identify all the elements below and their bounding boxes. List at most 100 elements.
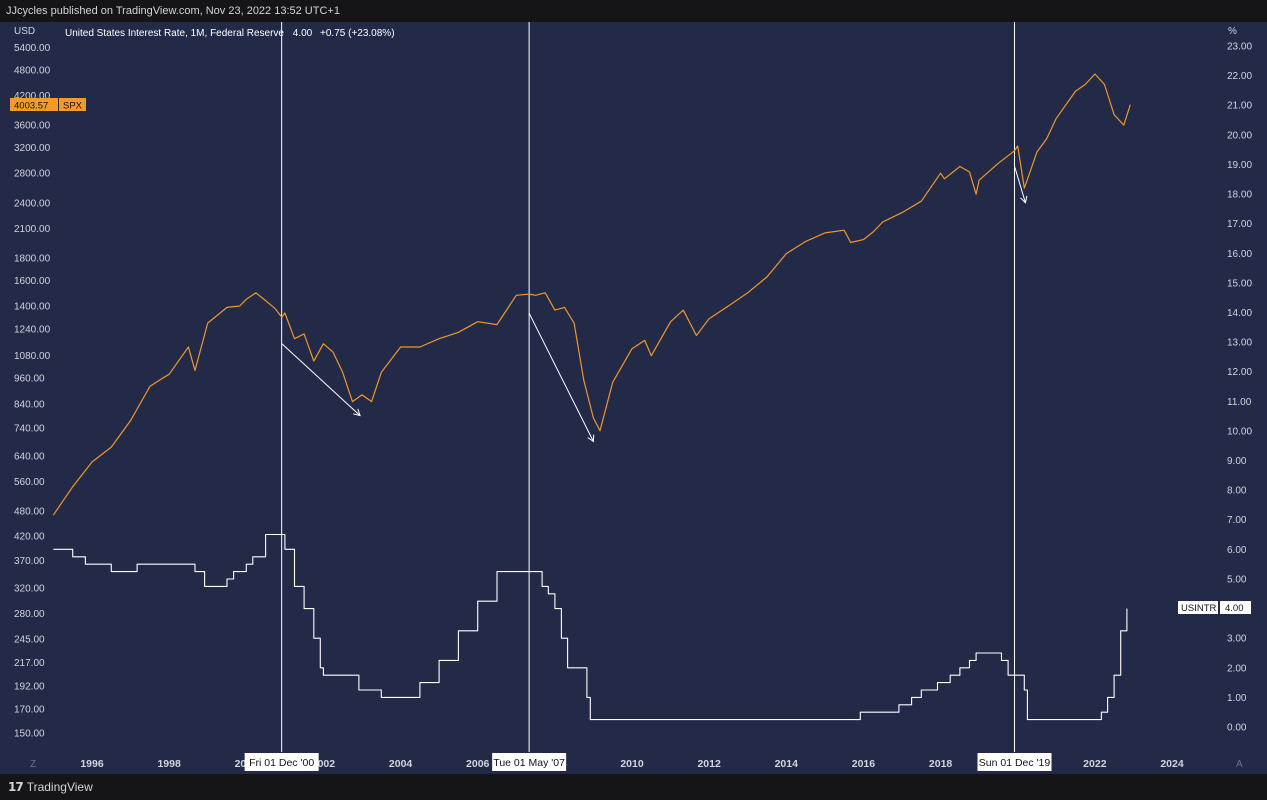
marker-lines — [281, 22, 1016, 752]
left-tick-label: 1240.00 — [14, 325, 51, 336]
corner-left-label[interactable]: Z — [30, 759, 36, 770]
left-tick-label: 245.00 — [14, 635, 45, 646]
right-tick-label: 8.00 — [1227, 486, 1247, 497]
left-tick-label: 2100.00 — [14, 224, 51, 235]
legend-symbol-text: United States Interest Rate, 1M, Federal… — [65, 28, 284, 39]
marker-date-label: Sun 01 Dec '19 — [979, 757, 1051, 769]
left-tick-label: 960.00 — [14, 374, 45, 385]
x-tick-label: 2024 — [1160, 758, 1184, 770]
corner-right-label[interactable]: A — [1236, 759, 1243, 770]
left-tick-label: 370.00 — [14, 556, 45, 567]
right-tick-label: 21.00 — [1227, 101, 1252, 112]
x-tick-label: 2018 — [929, 758, 953, 770]
right-tick-label: 17.00 — [1227, 219, 1252, 230]
left-tick-label: 1600.00 — [14, 276, 51, 287]
left-tick-label: 3600.00 — [14, 121, 51, 132]
footer: 𝟭𝟳 TradingView — [0, 774, 1267, 800]
left-tick-label: 420.00 — [14, 532, 45, 543]
right-tick-label: 16.00 — [1227, 249, 1252, 260]
left-tick-label: 2800.00 — [14, 169, 51, 180]
right-tick-label: 3.00 — [1227, 634, 1247, 645]
right-tick-label: 13.00 — [1227, 338, 1252, 349]
x-tick-label: 1998 — [157, 758, 181, 770]
series-line-spx — [52, 73, 1131, 516]
usintr-label-text: USINTR — [1181, 603, 1217, 614]
left-tick-label: 4200.00 — [14, 91, 51, 102]
right-tick-label: 2.00 — [1227, 663, 1247, 674]
spx-price-badge-bg — [10, 98, 58, 111]
annotation-arrow-head — [353, 408, 361, 417]
right-tick-label: 18.00 — [1227, 190, 1252, 201]
right-tick-label: 11.00 — [1227, 397, 1252, 408]
x-tick-label: 2016 — [852, 758, 876, 770]
x-tick-label: 2010 — [620, 758, 644, 770]
tradingview-logo[interactable]: 𝟭𝟳 TradingView — [8, 774, 93, 800]
series-line-usintr — [53, 533, 1128, 721]
usintr-value-text: 4.00 — [1225, 603, 1244, 614]
usintr-badge: USINTR 4.00 — [1178, 601, 1251, 614]
spx-label-badge-bg — [59, 98, 86, 111]
right-tick-label: 6.00 — [1227, 545, 1247, 556]
right-tick-label: 15.00 — [1227, 278, 1252, 289]
annotation-arrow-line[interactable] — [281, 343, 361, 416]
x-tick-label: 2006 — [466, 758, 490, 770]
chart-area[interactable]: USD % United States Interest Rate, 1M, F… — [0, 22, 1267, 774]
left-tick-label: 1400.00 — [14, 301, 51, 312]
left-tick-label: 3200.00 — [14, 143, 51, 154]
marker-label-bg — [492, 753, 567, 771]
right-tick-label: 1.00 — [1227, 693, 1247, 704]
right-tick-label: 10.00 — [1227, 426, 1252, 437]
legend-change: +0.75 (+23.08%) — [320, 28, 395, 39]
left-axis-unit: USD — [14, 26, 35, 37]
left-tick-label: 560.00 — [14, 477, 45, 488]
x-tick-label: 2014 — [775, 758, 799, 770]
left-tick-label: 217.00 — [14, 658, 45, 669]
marker-date-label: Tue 01 May '07 — [493, 757, 565, 769]
left-tick-label: 192.00 — [14, 681, 45, 692]
annotation-arrow-line[interactable] — [528, 312, 594, 442]
legend-symbol: United States Interest Rate, 1M, Federal… — [65, 28, 395, 39]
right-tick-label: 14.00 — [1227, 308, 1252, 319]
left-tick-label: 1080.00 — [14, 351, 51, 362]
tradingview-logo-icon: 𝟭𝟳 — [8, 780, 24, 794]
right-tick-label: 22.00 — [1227, 71, 1252, 82]
right-tick-label: 5.00 — [1227, 574, 1247, 585]
right-tick-label: 19.00 — [1227, 160, 1252, 171]
tradingview-logo-text: TradingView — [26, 780, 93, 794]
left-tick-label: 740.00 — [14, 424, 45, 435]
annotation-arrow-line[interactable] — [1014, 166, 1026, 203]
spx-price-text: 4003.57 — [14, 101, 48, 112]
left-tick-label: 2400.00 — [14, 198, 51, 209]
right-tick-label: 23.00 — [1227, 42, 1252, 53]
usintr-label-bg — [1178, 601, 1218, 614]
annotation-arrow-head — [587, 434, 595, 443]
marker-date-label: Fri 01 Dec '00 — [249, 757, 314, 769]
chart-svg[interactable]: USD % United States Interest Rate, 1M, F… — [0, 22, 1267, 774]
right-tick-label: 0.00 — [1227, 723, 1247, 734]
x-tick-label: 2022 — [1083, 758, 1107, 770]
marker-label-bg — [977, 753, 1052, 771]
marker-label-bg — [244, 753, 319, 771]
left-tick-label: 1800.00 — [14, 253, 51, 264]
left-tick-label: 320.00 — [14, 584, 45, 595]
right-axis-unit: % — [1228, 26, 1237, 37]
left-tick-label: 840.00 — [14, 399, 45, 410]
right-axis: 23.00 22.00 21.00 20.00 19.00 18.00 17.00 16.00… — [1227, 42, 1252, 734]
spx-label-text: SPX — [63, 101, 83, 112]
right-tick-label: 7.00 — [1227, 515, 1247, 526]
right-tick-label: 9.00 — [1227, 456, 1247, 467]
legend-value: 4.00 — [293, 28, 313, 39]
right-tick-label: 20.00 — [1227, 130, 1252, 141]
right-tick-label: 12.00 — [1227, 367, 1252, 378]
x-tick-label: 2012 — [697, 758, 721, 770]
annotation-arrow-head — [1020, 195, 1028, 204]
left-tick-label: 170.00 — [14, 705, 45, 716]
left-tick-label: 480.00 — [14, 507, 45, 518]
left-tick-label: 4800.00 — [14, 66, 51, 77]
series-layer — [52, 73, 1131, 721]
x-tick-label: 1996 — [80, 758, 104, 770]
x-tick-label: 2004 — [389, 758, 413, 770]
publisher-header: JJcycles published on TradingView.com, N… — [0, 0, 1267, 22]
annotation-arrows — [281, 166, 1028, 443]
